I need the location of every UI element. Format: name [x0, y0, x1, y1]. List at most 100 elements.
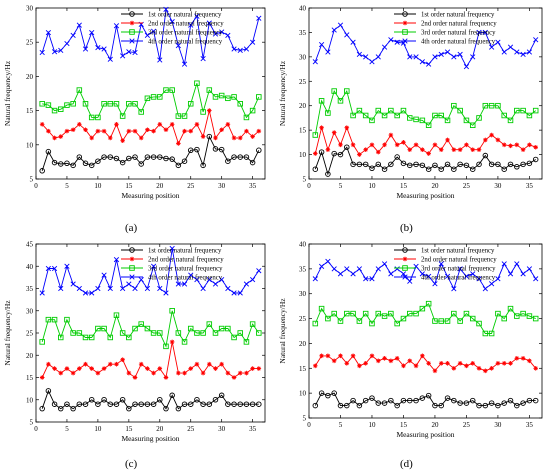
- data-point: [200, 134, 206, 139]
- data-point: [388, 161, 394, 168]
- data-point: [419, 305, 426, 312]
- data-point: [119, 330, 126, 336]
- data-point: [163, 155, 169, 162]
- series-3: [312, 300, 539, 337]
- data-point: [375, 266, 381, 272]
- data-point: [200, 285, 206, 292]
- data-point: [425, 300, 432, 307]
- x-axis-label: Measuring position: [396, 191, 454, 200]
- data-point: [231, 334, 237, 341]
- data-point: [107, 154, 114, 160]
- x-tick-label: 20: [431, 421, 439, 429]
- data-point: [476, 161, 482, 168]
- data-point: [501, 315, 507, 322]
- data-point: [514, 107, 520, 114]
- data-point: [206, 133, 213, 140]
- data-point: [145, 127, 150, 133]
- data-point: [169, 339, 175, 345]
- data-point: [225, 158, 231, 164]
- data-point: [425, 166, 432, 172]
- data-point: [400, 107, 407, 114]
- data-point: [70, 281, 76, 287]
- data-point: [325, 171, 331, 177]
- data-point: [169, 392, 175, 399]
- data-point: [457, 161, 463, 168]
- data-point: [89, 366, 95, 371]
- data-point: [527, 358, 532, 364]
- data-point: [325, 392, 331, 399]
- data-point: [312, 402, 319, 409]
- data-point: [331, 27, 337, 33]
- data-point: [45, 388, 52, 394]
- data-point: [101, 154, 107, 160]
- data-point: [150, 28, 157, 34]
- data-point: [200, 109, 206, 115]
- data-point: [488, 400, 495, 406]
- legend: 1st order natural frequency 2nd order nat…: [121, 11, 224, 46]
- x-tick-label: 35: [249, 425, 257, 433]
- data-point: [438, 361, 444, 366]
- data-point: [413, 142, 419, 148]
- panel-label-c: (c): [125, 458, 138, 470]
- data-point: [508, 143, 513, 149]
- data-point: [419, 59, 425, 65]
- series-2: [312, 125, 539, 157]
- data-point: [225, 32, 231, 38]
- data-point: [200, 370, 206, 376]
- data-point: [132, 128, 138, 134]
- legend-entry: 4th order natural frequency: [148, 275, 223, 282]
- data-point: [451, 310, 457, 317]
- data-point: [526, 160, 533, 167]
- data-point: [362, 161, 369, 168]
- data-point: [70, 370, 76, 376]
- data-point: [407, 147, 413, 152]
- data-point: [444, 395, 451, 401]
- data-point: [206, 87, 213, 93]
- data-point: [312, 151, 318, 156]
- y-tick-label: 15: [26, 374, 34, 382]
- legend-entry: 3rd order natural frequency: [421, 266, 496, 273]
- data-point: [375, 54, 381, 60]
- x-tick-label: 10: [94, 425, 102, 433]
- data-point: [514, 49, 520, 55]
- data-point: [206, 20, 212, 26]
- data-point: [425, 392, 432, 399]
- legend-marker: [129, 38, 135, 44]
- data-point: [356, 318, 363, 324]
- data-point: [157, 94, 163, 100]
- data-point: [369, 353, 375, 359]
- data-point: [70, 32, 76, 38]
- data-point: [501, 112, 507, 119]
- data-point: [413, 116, 419, 123]
- data-point: [237, 330, 243, 336]
- y-tick-label: 40: [299, 241, 307, 249]
- y-axis-label: Natural frequency/Hz: [278, 60, 287, 126]
- data-point: [413, 397, 419, 404]
- data-point: [83, 127, 88, 133]
- data-point: [200, 55, 206, 62]
- data-point: [463, 64, 470, 70]
- data-point: [476, 320, 482, 327]
- data-point: [237, 135, 243, 141]
- data-point: [138, 401, 144, 407]
- data-point: [344, 88, 350, 94]
- data-point: [113, 401, 120, 407]
- data-point: [369, 276, 375, 282]
- data-point: [476, 276, 482, 282]
- data-point: [51, 107, 58, 114]
- data-point: [514, 164, 520, 170]
- legend-entry: 3rd order natural frequency: [421, 30, 496, 37]
- data-point: [138, 161, 144, 167]
- data-point: [218, 146, 225, 153]
- data-point: [194, 330, 200, 336]
- data-point: [470, 271, 476, 277]
- data-point: [243, 114, 250, 121]
- data-point: [82, 401, 89, 407]
- data-point: [250, 276, 256, 283]
- data-point: [312, 166, 319, 172]
- series-line: [41, 389, 259, 410]
- y-tick-label: 20: [299, 102, 307, 110]
- x-tick-label: 25: [187, 182, 195, 190]
- data-point: [39, 375, 45, 380]
- data-point: [45, 30, 51, 36]
